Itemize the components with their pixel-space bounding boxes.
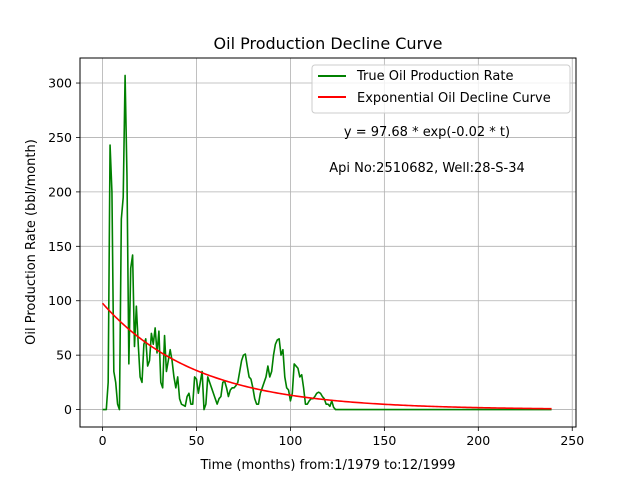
y-tick-label: 100 [48,293,72,308]
legend-box [311,64,571,114]
axis-ticks: 0 50 100 150 200 250 0 50 100 150 200 250 300 [48,76,584,448]
legend-label-true-rate: True Oil Production Rate [356,69,513,84]
x-tick-label: 200 [466,433,490,448]
grid-lines [80,58,576,427]
x-tick-label: 150 [372,433,396,448]
y-axis-label: Oil Production Rate (bbl/month) [24,139,39,345]
series-layer [101,74,552,411]
x-tick-label: 50 [189,433,205,448]
x-axis-label: Time (months) from:1/1979 to:12/1999 [199,458,455,473]
equation-annotation: y = 97.68 * exp(-0.02 * t) [344,125,510,140]
y-tick-label: 50 [56,348,72,363]
plot-frame [79,57,577,428]
x-tick-label: 100 [278,433,302,448]
x-tick-label: 250 [560,433,584,448]
series-true-oil-production-rate [102,74,552,411]
y-tick-label: 300 [48,76,72,91]
y-tick-label: 200 [48,184,72,199]
legend-label-decline-curve: Exponential Oil Decline Curve [357,91,551,106]
y-tick-label: 0 [64,402,72,417]
well-annotation: Api No:2510682, Well:28-S-34 [329,161,525,176]
series-exponential-oil-decline-curve [101,302,552,410]
y-tick-label: 150 [48,239,72,254]
x-tick-label: 0 [99,433,107,448]
y-tick-label: 250 [48,130,72,145]
legend: True Oil Production Rate Exponential Oil… [311,64,571,114]
chart-title: Oil Production Decline Curve [214,34,443,53]
